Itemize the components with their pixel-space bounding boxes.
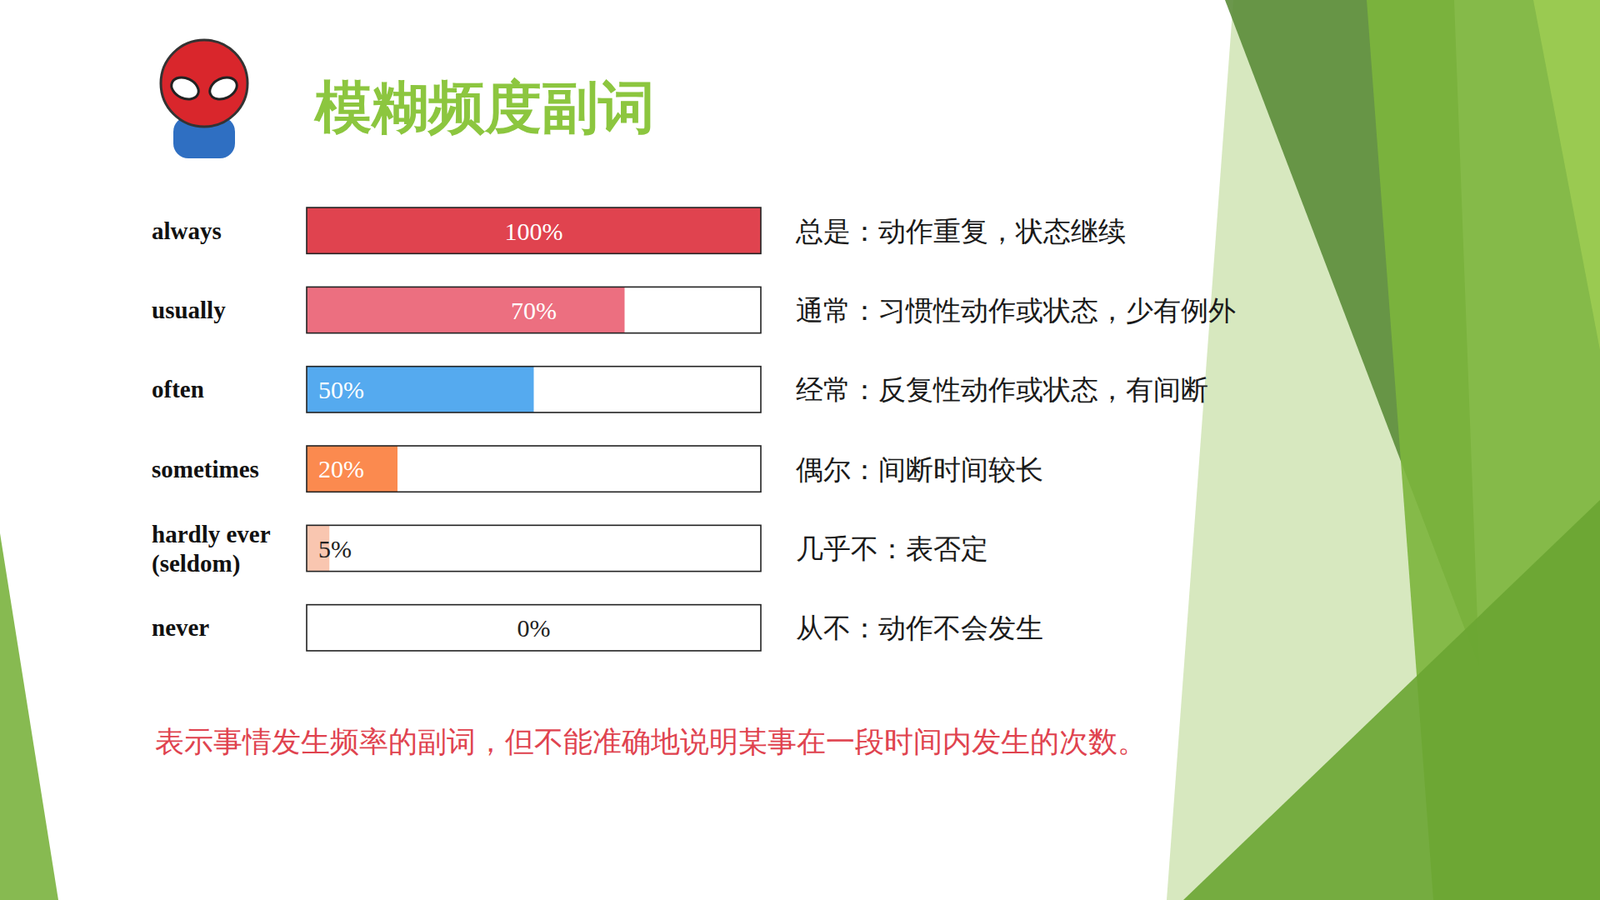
bar-frame bbox=[306, 445, 761, 492]
icon-eye bbox=[206, 73, 241, 104]
icon-eye bbox=[168, 73, 203, 104]
title: 模糊频度副词 bbox=[313, 74, 655, 140]
bars bbox=[306, 207, 761, 572]
icon-head bbox=[160, 40, 248, 127]
category-label: usually bbox=[151, 296, 226, 324]
category-label: always bbox=[151, 217, 222, 245]
bar bbox=[306, 207, 761, 254]
data-label: 5% bbox=[318, 535, 352, 563]
bar bbox=[306, 286, 625, 333]
decoration bbox=[0, 0, 1600, 900]
bar-frame bbox=[306, 525, 761, 571]
bar-track bbox=[306, 207, 761, 254]
deco-shape bbox=[1533, 0, 1600, 350]
note: 表示事情发生频率的副词，但不能准确地说明某事在一段时间内发生的次数。 bbox=[155, 725, 1147, 759]
description: 通常：习惯性动作或状态，少有例外 bbox=[795, 294, 1236, 327]
bar-frame bbox=[306, 605, 761, 651]
bar-frame bbox=[306, 207, 761, 254]
bar-frame bbox=[306, 366, 761, 413]
description: 总是：动作重复，状态继续 bbox=[795, 215, 1126, 248]
bar bbox=[306, 445, 398, 492]
bar-frame bbox=[306, 286, 761, 333]
category-label: sometimes bbox=[151, 455, 260, 483]
bar-track bbox=[306, 525, 761, 571]
description: 从不：动作不会发生 bbox=[795, 611, 1044, 645]
bar-track bbox=[306, 605, 761, 651]
bar bbox=[306, 366, 535, 413]
data-label: 100% bbox=[505, 217, 564, 245]
bar-track bbox=[306, 366, 761, 413]
bar-track bbox=[306, 445, 761, 492]
data-label: 70% bbox=[510, 296, 557, 325]
category-label: never bbox=[151, 614, 210, 641]
category-label: hardly ever(seldom) bbox=[151, 520, 271, 578]
data-label: 20% bbox=[318, 455, 365, 483]
category-label: often bbox=[151, 375, 205, 403]
data-label: 50% bbox=[318, 375, 365, 404]
description: 几乎不：表否定 bbox=[795, 532, 989, 565]
description: 偶尔：间断时间较长 bbox=[795, 453, 1044, 486]
category-labels: always usually often sometimes hardly ever(s… bbox=[151, 217, 271, 642]
tracks bbox=[306, 207, 761, 651]
deco-shape bbox=[1166, 0, 1600, 900]
data-labels: 100% 70% 50% 20% 5% 0% bbox=[318, 217, 564, 643]
bar-track bbox=[306, 286, 761, 333]
slide: 模糊频度副词 100% 70% 50% 20% 5% 0% always usually ofte… bbox=[0, 0, 1600, 900]
data-label: 0% bbox=[517, 614, 551, 642]
description: 经常：反复性动作或状态，有间断 bbox=[795, 373, 1209, 406]
descriptions: 总是：动作重复，状态继续通常：习惯性动作或状态，少有例外经常：反复性动作或状态，… bbox=[795, 215, 1236, 645]
deco-shape bbox=[0, 533, 59, 900]
deco-shape bbox=[1183, 500, 1600, 900]
track-borders bbox=[306, 207, 761, 651]
icon bbox=[160, 40, 248, 159]
